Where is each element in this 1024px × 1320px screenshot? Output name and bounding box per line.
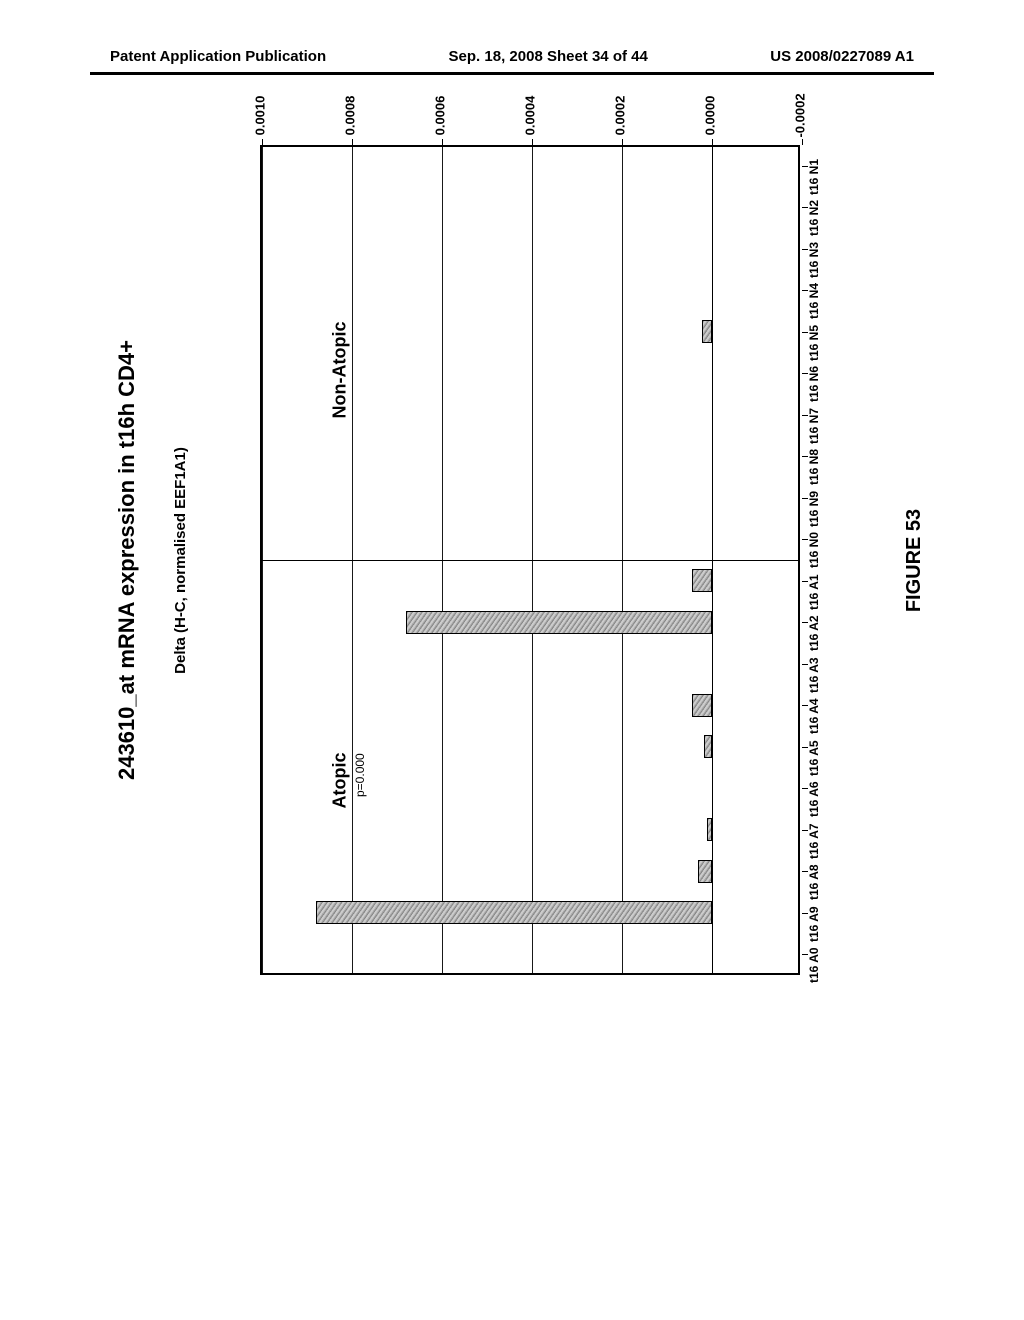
gridline bbox=[262, 145, 263, 973]
header-left: Patent Application Publication bbox=[110, 48, 326, 65]
group-label-atopic: Atopic bbox=[330, 752, 351, 808]
group-label-nonatopic: Non-Atopic bbox=[330, 321, 351, 418]
y-tick-label: 0.0008 bbox=[343, 86, 358, 146]
bar bbox=[702, 320, 712, 343]
x-tick-label: t16 A8 bbox=[807, 865, 821, 901]
x-tick-label: t16 N5 bbox=[807, 325, 821, 361]
bar bbox=[704, 735, 712, 758]
x-tick-label: t16 A0 bbox=[807, 948, 821, 984]
x-tick-label: t16 A5 bbox=[807, 740, 821, 776]
gridline bbox=[712, 145, 713, 973]
x-tick-label: t16 N6 bbox=[807, 366, 821, 402]
figure-label-wrap: FIGURE 53 bbox=[900, 145, 930, 975]
bar bbox=[698, 860, 712, 883]
x-tick-label: t16 A4 bbox=[807, 699, 821, 735]
x-tick-label: t16 N3 bbox=[807, 242, 821, 278]
plot-right-border bbox=[798, 145, 800, 973]
x-tick-label: t16 A3 bbox=[807, 657, 821, 693]
x-tick-label: t16 A2 bbox=[807, 616, 821, 652]
gridline bbox=[532, 145, 533, 973]
chart-title-wrap: 243610_at mRNA expression in t16h CD4+ bbox=[112, 150, 142, 970]
group-divider bbox=[262, 560, 800, 561]
gridline bbox=[352, 145, 353, 973]
x-tick-label: t16 N4 bbox=[807, 283, 821, 319]
bar bbox=[692, 694, 712, 717]
x-tick-label: t16 N7 bbox=[807, 408, 821, 444]
x-tick-label: t16 A7 bbox=[807, 823, 821, 859]
page-header: Patent Application Publication Sep. 18, … bbox=[0, 48, 1024, 65]
x-tick-label: t16 N8 bbox=[807, 449, 821, 485]
gridline bbox=[622, 145, 623, 973]
gridline bbox=[442, 145, 443, 973]
x-tick-label: t16 N1 bbox=[807, 159, 821, 195]
bar-chart-plot bbox=[260, 145, 800, 975]
y-tick-label: 0.0010 bbox=[253, 86, 268, 146]
bar bbox=[406, 611, 712, 634]
y-tick-label: 0.0000 bbox=[703, 86, 718, 146]
x-tick-label: t16 A9 bbox=[807, 906, 821, 942]
figure-label: FIGURE 53 bbox=[904, 508, 927, 611]
chart-title: 243610_at mRNA expression in t16h CD4+ bbox=[114, 340, 140, 780]
y-tick-label: 0.0004 bbox=[523, 86, 538, 146]
bar bbox=[316, 901, 712, 924]
x-tick-label: t16 N0 bbox=[807, 532, 821, 568]
y-axis-label: Delta (H-C, normalised EEF1A1) bbox=[172, 447, 189, 674]
x-tick-label: t16 N2 bbox=[807, 200, 821, 236]
y-tick-label: 0.0006 bbox=[433, 86, 448, 146]
y-axis-label-wrap: Delta (H-C, normalised EEF1A1) bbox=[170, 145, 190, 975]
y-tick-label: 0.0002 bbox=[613, 86, 628, 146]
x-tick-label: t16 N9 bbox=[807, 491, 821, 527]
bar bbox=[692, 569, 712, 592]
header-rule bbox=[90, 72, 934, 75]
y-tick-label: -0.0002 bbox=[793, 86, 808, 146]
x-tick-label: t16 A6 bbox=[807, 782, 821, 818]
header-right: US 2008/0227089 A1 bbox=[770, 48, 914, 65]
x-tick-label: t16 A1 bbox=[807, 574, 821, 610]
pvalue-label: p=0.000 bbox=[353, 753, 367, 797]
header-center: Sep. 18, 2008 Sheet 34 of 44 bbox=[449, 48, 648, 65]
bar bbox=[707, 818, 712, 841]
